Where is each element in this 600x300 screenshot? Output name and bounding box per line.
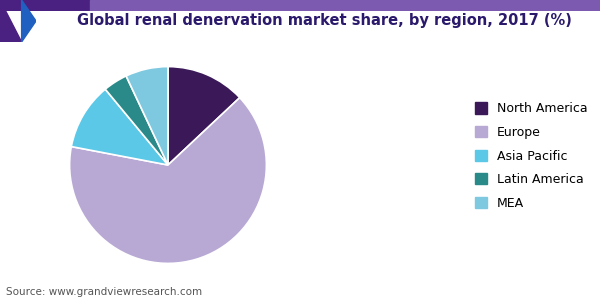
Legend: North America, Europe, Asia Pacific, Latin America, MEA: North America, Europe, Asia Pacific, Lat… [475,102,588,210]
Bar [90,0,600,11]
Polygon shape [0,0,22,42]
Wedge shape [71,89,168,165]
Bar [0,0,90,11]
Polygon shape [22,0,36,42]
Wedge shape [168,67,240,165]
Wedge shape [105,76,168,165]
Text: Global renal denervation market share, by region, 2017 (%): Global renal denervation market share, b… [77,14,571,28]
Wedge shape [126,67,168,165]
Text: Source: www.grandviewresearch.com: Source: www.grandviewresearch.com [6,287,202,297]
Wedge shape [70,98,266,263]
